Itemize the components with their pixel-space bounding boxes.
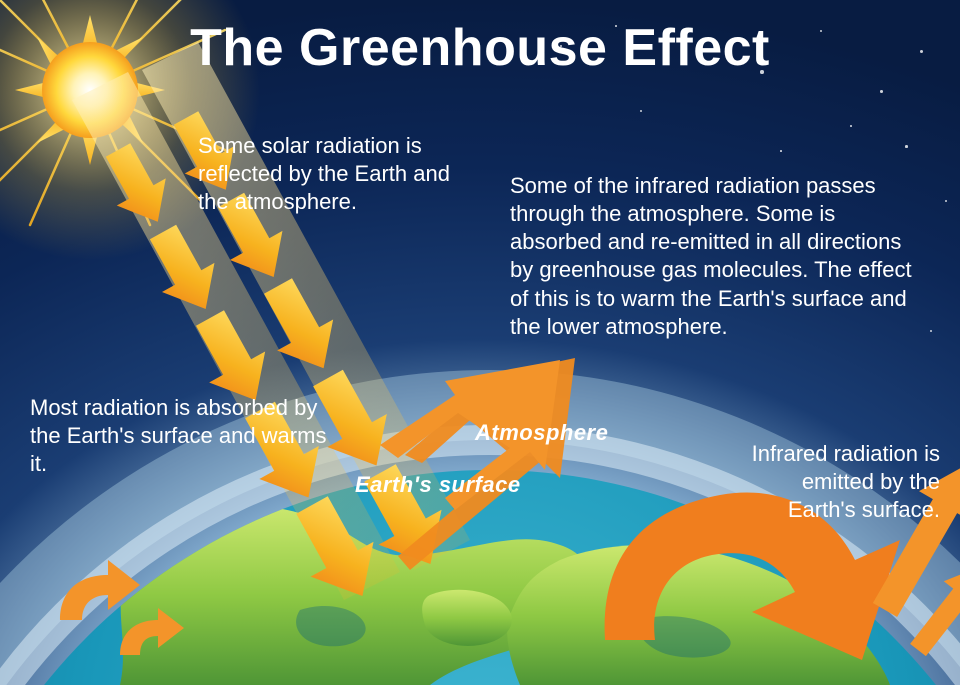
star — [640, 110, 642, 112]
star — [905, 145, 908, 148]
caption-reflected: Some solar radiation is reflected by the… — [198, 132, 458, 216]
label-atmosphere: Atmosphere — [475, 420, 608, 446]
caption-infrared-pass: Some of the infrared radiation passes th… — [510, 172, 920, 341]
star — [930, 330, 932, 332]
caption-infrared-emit: Infrared radiation is emitted by the Ear… — [745, 440, 940, 524]
caption-absorbed: Most radiation is absorbed by the Earth'… — [30, 394, 330, 478]
star — [780, 150, 782, 152]
star — [880, 90, 883, 93]
diagram-canvas — [0, 0, 960, 685]
diagram-title: The Greenhouse Effect — [0, 18, 960, 78]
star — [850, 125, 852, 127]
label-surface: Earth's surface — [355, 472, 521, 498]
